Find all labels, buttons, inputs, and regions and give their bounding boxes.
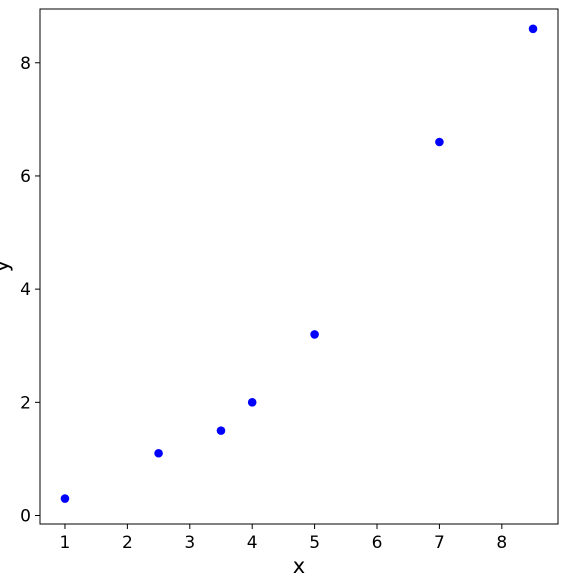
x-tick-label: 5 <box>309 533 320 553</box>
data-point <box>310 330 319 339</box>
x-tick-label: 4 <box>247 533 258 553</box>
data-point <box>154 448 163 458</box>
x-axis-label: x <box>293 554 305 576</box>
data-point <box>247 398 257 407</box>
x-tick-label: 3 <box>184 533 195 553</box>
x-tick-label: 6 <box>372 533 383 553</box>
data-point <box>435 137 444 147</box>
y-tick-label: 4 <box>20 280 31 300</box>
points-layer <box>60 24 538 503</box>
y-tick-label: 8 <box>20 54 31 74</box>
y-tick-label: 6 <box>20 167 31 187</box>
x-tick-label: 8 <box>496 533 507 553</box>
x-tick-label: 7 <box>434 533 445 553</box>
data-point <box>528 24 538 34</box>
ticks-layer: 1 2 3 4 5 6 7 8 0 2 4 6 8 <box>20 54 507 553</box>
plot-frame <box>39 8 559 525</box>
y-tick-label: 2 <box>20 393 31 413</box>
data-point <box>216 426 226 435</box>
x-tick-label: 1 <box>60 533 71 553</box>
data-point <box>60 494 70 503</box>
x-tick-label: 2 <box>122 533 133 553</box>
y-tick-label: 0 <box>20 507 31 527</box>
y-axis-label: y <box>0 260 13 272</box>
